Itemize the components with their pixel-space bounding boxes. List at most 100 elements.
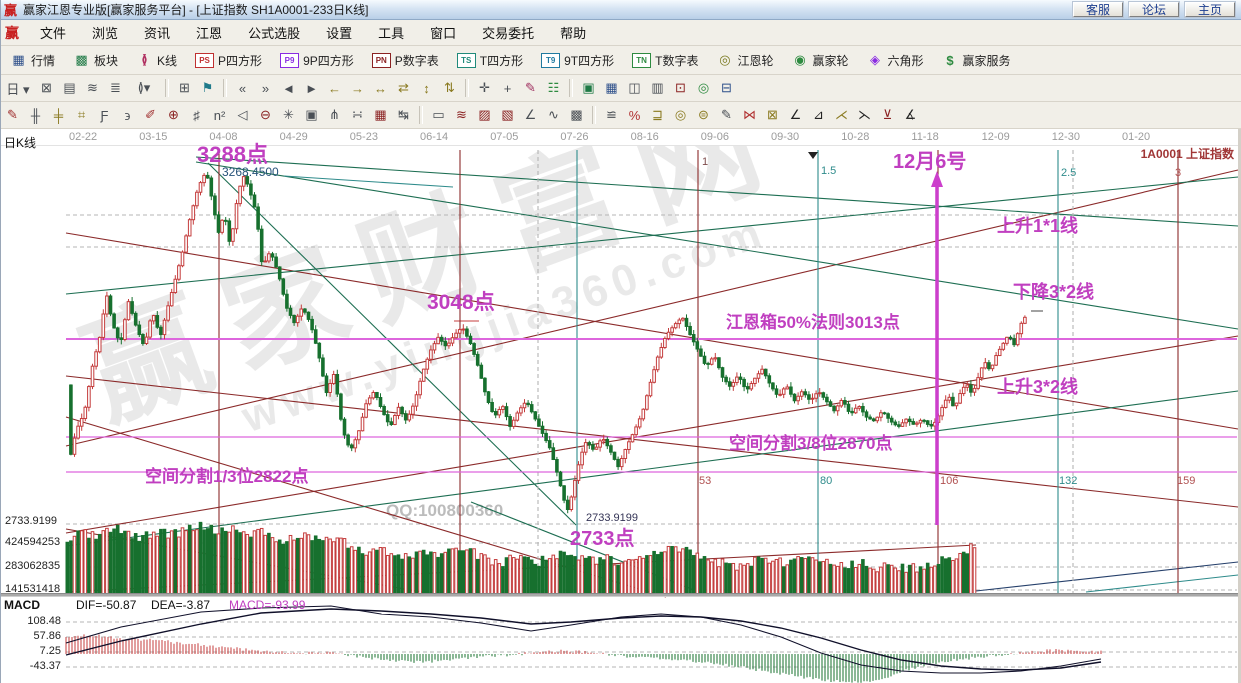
draw-pct-channel[interactable]: % <box>623 105 646 126</box>
menu-item-7[interactable]: 窗口 <box>430 26 457 41</box>
toolbar-item-p-number[interactable]: PN P数字表 <box>365 49 446 72</box>
menu-item-5[interactable]: 设置 <box>326 26 353 41</box>
tool-period-day[interactable]: 日 ▾ <box>1 78 35 99</box>
draw-time-ruler[interactable]: ♯ <box>185 105 208 126</box>
tool-info-panel[interactable]: ▤ <box>58 78 81 99</box>
toolbar-item-winner-service[interactable]: $ 赢家服务 <box>935 49 1018 72</box>
macd-indicator-label[interactable]: MACD <box>4 598 40 612</box>
toolbar-item-gann-wheel[interactable]: ◎ 江恩轮 <box>709 49 780 72</box>
toolbar-item-9t-square[interactable]: T9 9T四方形 <box>534 49 621 72</box>
tool-calculator[interactable]: ▦ <box>600 78 623 99</box>
tool-gann-draw[interactable]: ☷ <box>542 78 565 99</box>
customer-service-button[interactable]: 客服 <box>1072 2 1123 17</box>
draw-square-n2[interactable]: n² <box>208 105 231 126</box>
forum-button[interactable]: 论坛 <box>1128 2 1179 17</box>
draw-shift-tool[interactable]: ↹ <box>392 105 415 126</box>
draw-wave-tool[interactable]: ∿ <box>542 105 565 126</box>
draw-hatch-box[interactable]: ▧ <box>496 105 519 126</box>
tool-last-bar[interactable]: » <box>254 78 277 99</box>
draw-angle-2[interactable]: ⊿ <box>807 105 830 126</box>
draw-trend-angle[interactable]: ∠ <box>519 105 542 126</box>
tool-candle-type[interactable]: ≬▾ <box>127 78 161 99</box>
menu-item-8[interactable]: 交易委托 <box>482 26 535 41</box>
draw-angle-5[interactable]: ⊻ <box>876 105 899 126</box>
menu-item-2[interactable]: 资讯 <box>144 26 171 41</box>
draw-rect-select[interactable]: ▭ <box>427 105 450 126</box>
tool-chart-style[interactable]: ⊠ <box>35 78 58 99</box>
draw-gann-circle[interactable]: ⊕ <box>162 105 185 126</box>
tool-jump-right[interactable]: → <box>346 78 369 99</box>
toolbar-item-p-square[interactable]: PS P四方形 <box>188 49 269 72</box>
draw-gold-circle[interactable]: ◎ <box>669 105 692 126</box>
pane-splitter[interactable] <box>1 593 1241 597</box>
draw-fibonacci[interactable]: Ƒ <box>93 105 116 126</box>
toolbar-item-t-number[interactable]: TN T数字表 <box>625 49 705 72</box>
menu-item-9[interactable]: 帮助 <box>560 26 587 41</box>
draw-fork-tool[interactable]: ⋔ <box>323 105 346 126</box>
home-button[interactable]: 主页 <box>1184 2 1235 17</box>
menu-item-0[interactable]: 文件 <box>40 26 67 41</box>
tool-compress-v[interactable]: ⇅ <box>438 78 461 99</box>
chart-area[interactable]: 02-22 03-15 04-08 04-29 05-23 06-14 07-05 07-26… <box>1 129 1241 683</box>
draw-gold-grid-1[interactable]: ╪ <box>47 105 70 126</box>
toolbar-item-winner-wheel[interactable]: ◉ 赢家轮 <box>784 49 855 72</box>
draw-gold-line[interactable]: ⊠ <box>761 105 784 126</box>
draw-fan-lines[interactable]: ≋ <box>450 105 473 126</box>
menu-item-1[interactable]: 浏览 <box>92 26 119 41</box>
tool-compress-h[interactable]: ⇄ <box>392 78 415 99</box>
draw-gold-grid-2[interactable]: ⌗ <box>70 105 93 126</box>
draw-price-pen[interactable]: ✎ <box>715 105 738 126</box>
tool-crosshair[interactable]: + <box>496 78 519 99</box>
tool-report[interactable]: ◫ <box>623 78 646 99</box>
toolbar-item-sectors[interactable]: ▩ 板块 <box>66 49 125 72</box>
draw-spiral[interactable]: ϶ <box>116 105 139 126</box>
draw-angle-1[interactable]: ∠ <box>784 105 807 126</box>
tool-jump-left[interactable]: ← <box>323 78 346 99</box>
tool-stamp[interactable]: ◎ <box>692 78 715 99</box>
tool-gann-module[interactable]: ⊞ <box>173 78 196 99</box>
draw-pct-line[interactable]: ⊒ <box>646 105 669 126</box>
tool-expand-v[interactable]: ↕ <box>415 78 438 99</box>
tool-trade-cart[interactable]: ⊟ <box>715 78 738 99</box>
tool-calendar[interactable]: ▣ <box>577 78 600 99</box>
draw-gold-section[interactable]: ⊜ <box>692 105 715 126</box>
tool-prev-bar[interactable]: ◄ <box>277 78 300 99</box>
tool-bars-9[interactable]: ≣ <box>104 78 127 99</box>
draw-angle-6[interactable]: ∡ <box>899 105 922 126</box>
title-bar-buttons: 客服 论坛 主页 <box>1072 2 1241 17</box>
draw-triangle-tool[interactable]: ◁ <box>231 105 254 126</box>
draw-shade-box[interactable]: ▨ <box>473 105 496 126</box>
tool-expand-h[interactable]: ↔ <box>369 78 392 99</box>
tool-first-bar[interactable]: « <box>231 78 254 99</box>
draw-ratio-tool[interactable]: ∺ <box>346 105 369 126</box>
toolbar-item-hexagon[interactable]: ◈ 六角形 <box>860 49 931 72</box>
toolbar-label-9t-square: 9T四方形 <box>564 53 615 68</box>
toolbar-item-quotes[interactable]: ▦ 行情 <box>3 49 62 72</box>
draw-star-tool[interactable]: ✳ <box>277 105 300 126</box>
draw-grid-lines[interactable]: ╫ <box>24 105 47 126</box>
draw-meas-tool[interactable]: ≌ <box>600 105 623 126</box>
toolbar-item-kline[interactable]: ≬ K线 <box>129 49 184 72</box>
menu-item-3[interactable]: 江恩 <box>196 26 223 41</box>
draw-angle-4[interactable]: ⋋ <box>853 105 876 126</box>
draw-angle-3[interactable]: ⋌ <box>830 105 853 126</box>
draw-channel-tool[interactable]: ⋈ <box>738 105 761 126</box>
draw-cycle-tool[interactable]: ⊖ <box>254 105 277 126</box>
menu-item-4[interactable]: 公式选股 <box>248 26 301 41</box>
toolbar-item-9p-square[interactable]: P9 9P四方形 <box>273 49 361 72</box>
draw-box-tool[interactable]: ▣ <box>300 105 323 126</box>
draw-gann-grid[interactable]: ▦ <box>369 105 392 126</box>
tool-save[interactable]: ⊡ <box>669 78 692 99</box>
tool-hand-tool[interactable]: ✛ <box>473 78 496 99</box>
tool-flag-tool[interactable]: ⚑ <box>196 78 219 99</box>
tool-bars-3[interactable]: ≋ <box>81 78 104 99</box>
tool-notes[interactable]: ▥ <box>646 78 669 99</box>
draw-pen-tool[interactable]: ✎ <box>1 105 24 126</box>
tool-annotate[interactable]: ✎ <box>519 78 542 99</box>
toolbar-item-t-square[interactable]: TS T四方形 <box>450 49 530 72</box>
menu-item-6[interactable]: 工具 <box>378 26 405 41</box>
tool-next-bar[interactable]: ► <box>300 78 323 99</box>
date-label: 10-28 <box>841 131 870 143</box>
draw-angle-pen[interactable]: ✐ <box>139 105 162 126</box>
draw-grid-dense[interactable]: ▩ <box>565 105 588 126</box>
